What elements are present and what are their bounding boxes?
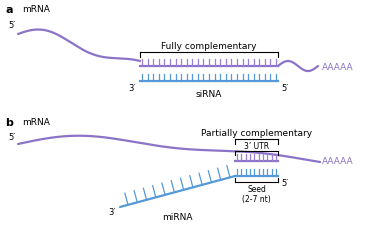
Text: miRNA: miRNA	[162, 212, 193, 221]
Text: AAAAA: AAAAA	[322, 157, 354, 166]
Text: mRNA: mRNA	[22, 117, 50, 126]
Text: 5′: 5′	[8, 20, 15, 29]
Text: 3′: 3′	[109, 207, 116, 216]
Text: AAAAA: AAAAA	[322, 62, 354, 71]
Text: mRNA: mRNA	[22, 5, 50, 14]
Text: a: a	[5, 5, 12, 15]
Text: 5′: 5′	[8, 133, 15, 142]
Text: Seed
(2-7 nt): Seed (2-7 nt)	[242, 184, 271, 204]
Text: 5′: 5′	[281, 84, 288, 93]
Text: siRNA: siRNA	[196, 90, 222, 98]
Text: Fully complementary: Fully complementary	[161, 42, 257, 51]
Text: 5′: 5′	[281, 178, 288, 187]
Text: b: b	[5, 117, 13, 128]
Text: Partially complementary: Partially complementary	[201, 128, 312, 137]
Text: 3’ UTR: 3’ UTR	[244, 141, 269, 150]
Text: 3′: 3′	[129, 84, 136, 93]
